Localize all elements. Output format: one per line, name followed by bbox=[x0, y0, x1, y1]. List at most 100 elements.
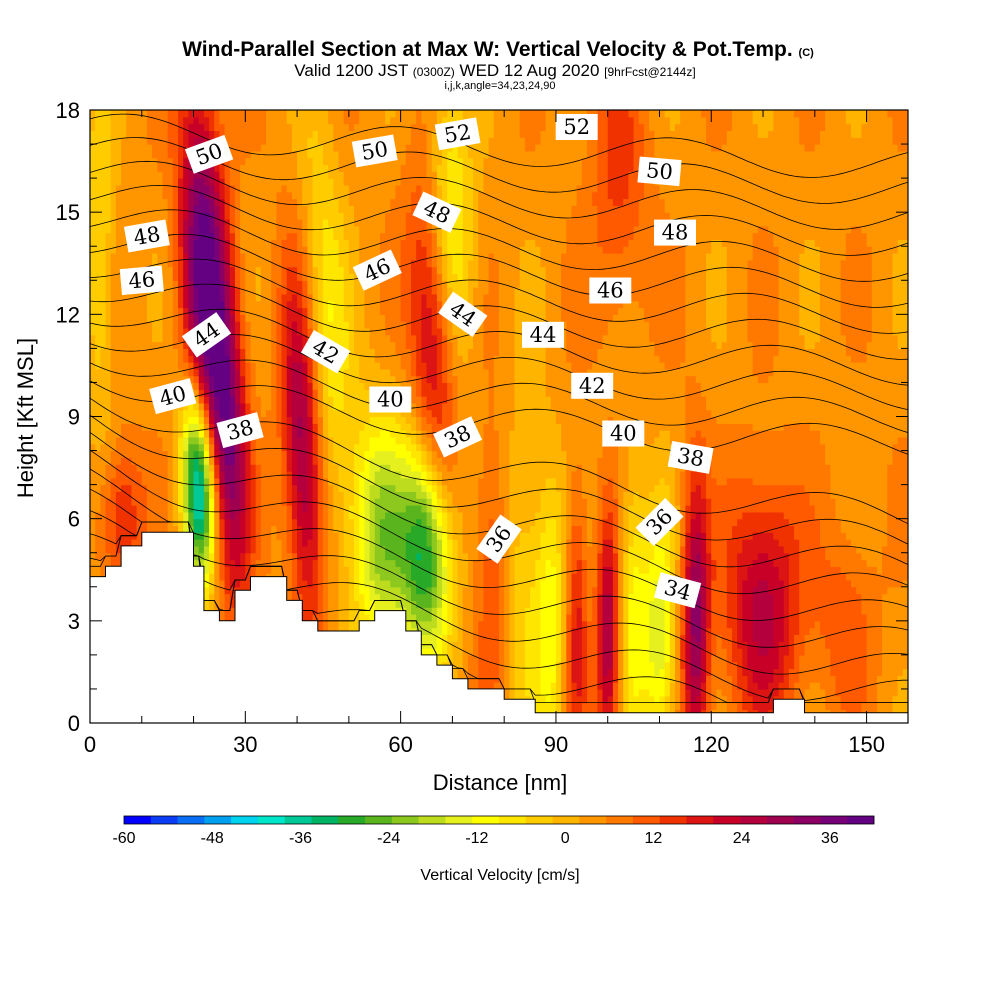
w-cell bbox=[297, 532, 303, 540]
w-cell bbox=[266, 307, 272, 315]
w-cell bbox=[333, 130, 340, 138]
w-cell bbox=[229, 600, 236, 608]
w-cell bbox=[291, 518, 298, 527]
w-cell bbox=[152, 171, 158, 179]
w-cell bbox=[162, 409, 169, 418]
w-cell bbox=[157, 307, 164, 315]
w-cell bbox=[110, 205, 117, 213]
w-cell bbox=[364, 287, 371, 295]
w-cell bbox=[209, 545, 215, 554]
w-cell bbox=[240, 566, 246, 574]
w-cell bbox=[328, 532, 334, 540]
w-cell bbox=[348, 253, 355, 261]
w-cell bbox=[297, 130, 303, 138]
w-cell bbox=[172, 116, 179, 125]
w-cell bbox=[105, 287, 112, 295]
w-cell bbox=[234, 191, 241, 200]
w-cell bbox=[193, 525, 200, 533]
w-cell bbox=[245, 491, 252, 499]
w-cell bbox=[193, 273, 200, 281]
w-cell bbox=[250, 327, 257, 336]
w-cell bbox=[307, 355, 314, 363]
w-cell bbox=[224, 123, 231, 132]
w-cell bbox=[364, 198, 371, 206]
w-cell bbox=[317, 607, 324, 615]
w-cell bbox=[338, 532, 345, 540]
w-cell bbox=[146, 341, 153, 349]
w-cell bbox=[354, 164, 360, 172]
w-cell bbox=[291, 110, 298, 118]
w-cell bbox=[183, 144, 189, 152]
w-cell bbox=[281, 123, 288, 132]
w-cell bbox=[260, 389, 267, 397]
w-cell bbox=[369, 464, 376, 472]
w-cell bbox=[364, 566, 371, 574]
w-cell bbox=[369, 436, 376, 445]
w-cell bbox=[312, 246, 319, 254]
w-cell bbox=[260, 430, 267, 438]
w-cell bbox=[286, 341, 293, 349]
w-cell bbox=[266, 246, 272, 254]
w-cell bbox=[348, 423, 355, 431]
w-cell bbox=[343, 511, 350, 520]
w-cell bbox=[136, 212, 143, 220]
w-cell bbox=[157, 198, 164, 206]
w-cell bbox=[90, 545, 96, 554]
w-cell bbox=[297, 171, 303, 179]
w-cell bbox=[359, 443, 365, 452]
w-cell bbox=[317, 178, 324, 186]
w-cell bbox=[348, 191, 355, 200]
w-cell bbox=[203, 464, 210, 472]
w-cell bbox=[178, 253, 184, 261]
w-cell bbox=[141, 409, 148, 418]
w-cell bbox=[90, 253, 96, 261]
w-cell bbox=[157, 375, 164, 384]
w-cell bbox=[281, 525, 288, 533]
w-cell bbox=[162, 484, 169, 493]
w-cell bbox=[240, 110, 246, 118]
w-cell bbox=[214, 130, 221, 138]
w-cell bbox=[250, 436, 257, 445]
w-cell bbox=[343, 518, 350, 527]
w-cell bbox=[224, 191, 231, 200]
w-cell bbox=[312, 525, 319, 533]
w-cell bbox=[297, 552, 303, 561]
w-cell bbox=[126, 443, 133, 452]
w-cell bbox=[364, 505, 371, 513]
w-cell bbox=[126, 375, 133, 384]
w-cell bbox=[276, 443, 283, 452]
w-cell bbox=[286, 532, 293, 540]
w-cell bbox=[245, 218, 252, 227]
w-cell bbox=[105, 498, 112, 506]
w-cell bbox=[198, 232, 205, 241]
w-cell bbox=[95, 443, 101, 452]
w-cell bbox=[146, 293, 153, 302]
w-cell bbox=[271, 116, 277, 125]
w-cell bbox=[214, 171, 221, 179]
w-cell bbox=[193, 389, 200, 397]
w-cell bbox=[193, 436, 200, 445]
w-cell bbox=[281, 164, 288, 172]
w-cell bbox=[343, 205, 350, 213]
w-cell bbox=[121, 171, 127, 179]
w-cell bbox=[188, 273, 195, 281]
w-cell bbox=[359, 368, 365, 377]
w-cell bbox=[203, 355, 210, 363]
w-cell bbox=[328, 212, 334, 220]
w-cell bbox=[291, 505, 298, 513]
w-cell bbox=[126, 409, 133, 418]
w-cell bbox=[291, 191, 298, 200]
w-cell bbox=[141, 144, 148, 152]
w-cell bbox=[250, 307, 257, 315]
w-cell bbox=[328, 137, 334, 145]
w-cell bbox=[338, 457, 345, 465]
w-cell bbox=[193, 505, 200, 513]
w-cell bbox=[100, 280, 107, 288]
w-cell bbox=[105, 348, 112, 356]
w-cell bbox=[229, 450, 236, 458]
w-cell bbox=[183, 225, 189, 234]
w-cell bbox=[374, 498, 381, 506]
w-cell bbox=[100, 239, 107, 247]
w-cell bbox=[141, 321, 148, 329]
w-cell bbox=[343, 614, 350, 622]
